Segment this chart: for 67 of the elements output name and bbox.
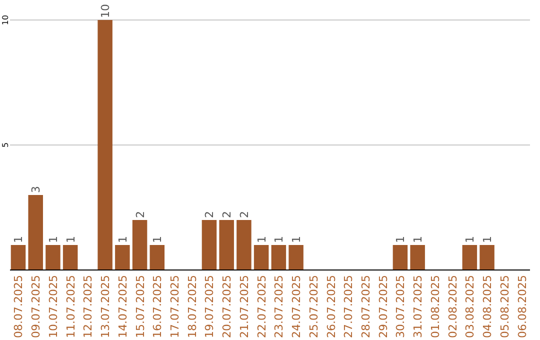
x-tick-label: 09.07.2025 bbox=[30, 275, 43, 338]
x-tick-label: 03.08.2025 bbox=[464, 275, 477, 338]
data-label: 1 bbox=[272, 236, 286, 243]
data-label: 1 bbox=[290, 236, 304, 243]
x-tick-label: 04.08.2025 bbox=[481, 275, 494, 338]
bar bbox=[271, 245, 286, 270]
x-tick-label: 30.07.2025 bbox=[394, 275, 408, 338]
data-label: 2 bbox=[220, 211, 234, 218]
data-label: 1 bbox=[12, 236, 26, 243]
bar bbox=[236, 220, 252, 270]
x-tick-label: 22.07.2025 bbox=[255, 275, 268, 338]
x-tick-label: 05.08.2025 bbox=[498, 275, 512, 338]
x-tick-label: 01.08.2025 bbox=[428, 275, 442, 338]
x-tick-label: 25.07.2025 bbox=[307, 275, 320, 338]
x-tick-label: 10.07.2025 bbox=[46, 275, 60, 338]
x-tick-label: 21.07.2025 bbox=[238, 275, 251, 338]
bar bbox=[46, 245, 60, 270]
bar bbox=[115, 245, 130, 270]
x-tick-label: 02.08.2025 bbox=[446, 275, 460, 338]
data-label: 1 bbox=[255, 236, 268, 243]
bar bbox=[132, 220, 148, 270]
bar bbox=[410, 245, 425, 270]
data-label: 1 bbox=[151, 236, 164, 243]
bar bbox=[462, 245, 478, 270]
x-tick-label: 18.07.2025 bbox=[186, 275, 199, 338]
x-tick-label: 31.07.2025 bbox=[412, 275, 425, 338]
x-tick-label: 11.07.2025 bbox=[64, 275, 78, 338]
x-tick-label: 26.07.2025 bbox=[324, 275, 338, 338]
data-label: 1 bbox=[64, 236, 78, 243]
x-tick-label: 24.07.2025 bbox=[290, 275, 304, 338]
x-tick-label: 16.07.2025 bbox=[151, 275, 164, 338]
data-label: 1 bbox=[116, 236, 130, 243]
x-tick-label: 17.07.2025 bbox=[168, 275, 182, 338]
bar bbox=[202, 220, 217, 270]
data-label: 1 bbox=[394, 236, 408, 243]
x-tick-label: 28.07.2025 bbox=[359, 275, 372, 338]
x-tick-label: 20.07.2025 bbox=[220, 275, 234, 338]
bar bbox=[392, 245, 408, 270]
x-tick-label: 06.08.2025 bbox=[516, 275, 529, 338]
data-label: 2 bbox=[203, 211, 216, 218]
bar bbox=[98, 20, 112, 270]
x-tick-label: 27.07.2025 bbox=[342, 275, 356, 338]
bar bbox=[254, 245, 269, 270]
bar bbox=[480, 245, 494, 270]
x-tick-label: 08.07.2025 bbox=[12, 275, 26, 338]
x-tick-label: 19.07.2025 bbox=[203, 275, 216, 338]
bar bbox=[219, 220, 234, 270]
data-label: 10 bbox=[99, 4, 112, 18]
data-label: 1 bbox=[46, 236, 60, 243]
x-tick-label: 23.07.2025 bbox=[272, 275, 286, 338]
data-label: 1 bbox=[481, 236, 494, 243]
data-label: 1 bbox=[464, 236, 477, 243]
bar bbox=[28, 195, 43, 270]
bar bbox=[288, 245, 304, 270]
data-label: 2 bbox=[238, 211, 251, 218]
x-tick-label: 15.07.2025 bbox=[134, 275, 147, 338]
bar bbox=[10, 245, 26, 270]
y-tick-label: 5 bbox=[1, 142, 10, 148]
data-label: 2 bbox=[134, 211, 147, 218]
bar bbox=[62, 245, 78, 270]
bar bbox=[150, 245, 165, 270]
x-tick-label: 14.07.2025 bbox=[116, 275, 130, 338]
x-tick-label: 29.07.2025 bbox=[376, 275, 390, 338]
data-label: 3 bbox=[30, 186, 43, 193]
x-tick-label: 13.07.2025 bbox=[99, 275, 112, 338]
x-tick-label: 12.07.2025 bbox=[82, 275, 95, 338]
data-label: 1 bbox=[412, 236, 425, 243]
